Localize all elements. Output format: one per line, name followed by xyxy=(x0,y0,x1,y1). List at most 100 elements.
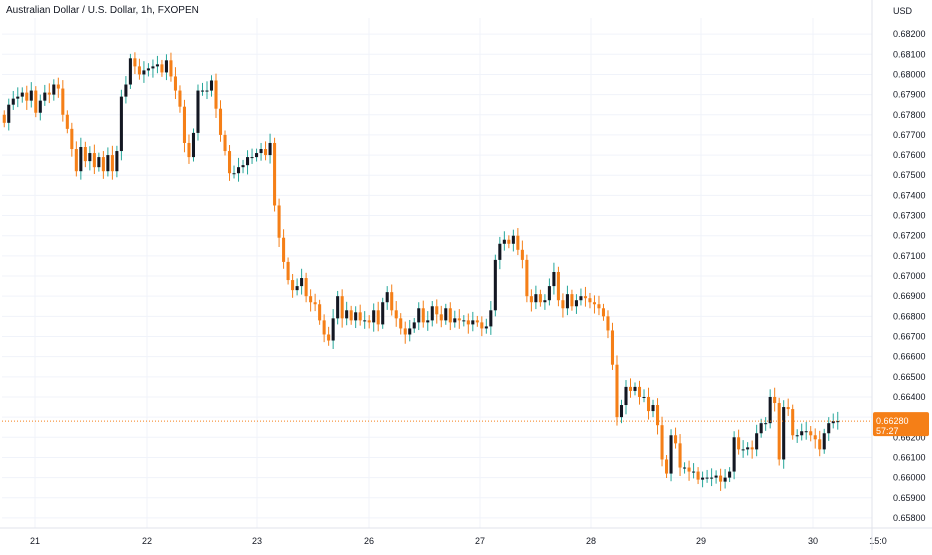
candle-body xyxy=(29,90,33,101)
candle-body xyxy=(466,320,470,325)
candle-body xyxy=(358,312,362,321)
candle-body xyxy=(412,322,416,329)
y-tick-label: 0.66100 xyxy=(893,452,926,462)
y-tick-label: 0.65800 xyxy=(893,513,926,523)
candle-body xyxy=(205,90,209,92)
candle-body xyxy=(97,157,101,168)
candle-body xyxy=(768,396,772,424)
candle-body xyxy=(448,308,452,323)
candle-body xyxy=(565,294,569,309)
candle-body xyxy=(471,320,475,325)
candle-body xyxy=(295,286,299,291)
y-tick-label: 0.65900 xyxy=(893,493,926,503)
y-tick-label: 0.67100 xyxy=(893,251,926,261)
candle-body xyxy=(38,100,42,113)
candle-body xyxy=(525,259,529,297)
candle-body xyxy=(547,286,551,301)
candle-body xyxy=(300,278,304,287)
candle-body xyxy=(457,318,461,321)
candle-body xyxy=(227,151,232,174)
x-tick-label: 15:0 xyxy=(869,536,887,546)
candle-body xyxy=(106,155,110,172)
candle-body xyxy=(597,304,601,309)
candle-body xyxy=(237,167,241,174)
candle-body xyxy=(746,447,750,450)
candle-body xyxy=(115,151,119,172)
candle-body xyxy=(687,467,691,472)
candle-body xyxy=(304,278,308,297)
candle-body xyxy=(737,437,741,450)
candle-body xyxy=(56,84,60,89)
candle-body xyxy=(800,431,804,436)
x-tick-label: 22 xyxy=(142,536,152,546)
y-tick-label: 0.67700 xyxy=(893,130,926,140)
candle-body xyxy=(327,334,331,341)
candle-body xyxy=(579,296,583,301)
candle-body xyxy=(710,477,714,479)
candle-body xyxy=(529,296,533,303)
candle-body xyxy=(218,108,223,135)
candle-body xyxy=(813,435,817,440)
candle-body xyxy=(70,128,74,150)
candle-body xyxy=(169,60,173,77)
candle-body xyxy=(534,294,538,303)
candle-body xyxy=(714,475,718,478)
x-tick-label: 21 xyxy=(30,536,40,546)
candle-body xyxy=(574,300,578,307)
y-tick-label: 0.68000 xyxy=(893,69,926,79)
candle-body xyxy=(187,142,191,158)
candle-body xyxy=(16,96,20,99)
candle-body xyxy=(791,409,795,436)
candle-body xyxy=(259,149,263,154)
candle-body xyxy=(421,308,425,323)
candle-body xyxy=(110,155,114,172)
candle-body xyxy=(191,132,196,158)
candle-body xyxy=(2,114,6,123)
candle-body xyxy=(777,403,781,460)
candle-body xyxy=(182,106,186,143)
candle-body xyxy=(345,310,349,319)
candle-body xyxy=(701,477,705,480)
candle-body xyxy=(133,58,137,67)
candle-body xyxy=(516,235,520,250)
candle-body xyxy=(376,310,380,325)
candle-body xyxy=(155,64,159,67)
candle-body xyxy=(196,90,200,133)
candle-body xyxy=(795,435,799,437)
candle-body xyxy=(214,80,218,109)
candle-body xyxy=(7,104,11,123)
candle-body xyxy=(61,88,65,115)
candle-body xyxy=(124,84,128,97)
candle-body xyxy=(47,92,51,95)
candle-body xyxy=(683,467,687,469)
y-tick-label: 0.66500 xyxy=(893,372,926,382)
y-tick-label: 0.67000 xyxy=(893,271,926,281)
candle-body xyxy=(719,475,723,482)
y-tick-label: 0.67800 xyxy=(893,110,926,120)
currency-label: USD xyxy=(893,6,913,16)
candle-body xyxy=(764,423,768,425)
candle-body xyxy=(367,320,371,323)
candles[interactable] xyxy=(2,52,840,491)
candle-body xyxy=(502,239,506,244)
candle-body xyxy=(462,320,466,322)
y-tick-label: 0.67300 xyxy=(893,211,926,221)
candle-body xyxy=(511,235,515,244)
candle-body xyxy=(408,328,412,335)
candle-body xyxy=(728,471,732,478)
candle-body xyxy=(692,471,696,473)
y-tick-label: 0.66900 xyxy=(893,291,926,301)
candle-body xyxy=(543,300,547,303)
candle-body xyxy=(646,396,651,412)
y-tick-label: 0.67400 xyxy=(893,190,926,200)
x-tick-label: 26 xyxy=(364,536,374,546)
candle-body xyxy=(25,92,29,101)
candle-body xyxy=(637,386,642,397)
x-tick-label: 27 xyxy=(475,536,485,546)
candle-body xyxy=(705,477,709,479)
y-tick-label: 0.68200 xyxy=(893,29,926,39)
y-tick-label: 0.66600 xyxy=(893,352,926,362)
